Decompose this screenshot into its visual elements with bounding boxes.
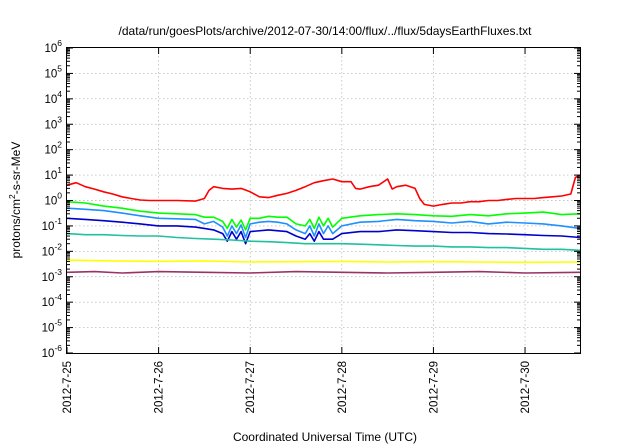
y-tick-label: 10-4 bbox=[42, 292, 63, 309]
y-tick-label: 101 bbox=[44, 165, 62, 182]
series-group bbox=[66, 174, 581, 274]
y-tick-label: 100 bbox=[44, 191, 62, 208]
y-tick-label: 102 bbox=[44, 140, 62, 157]
y-tick-label: 104 bbox=[44, 89, 62, 106]
y-tick-label: 105 bbox=[44, 63, 62, 80]
series-line-2 bbox=[66, 200, 581, 231]
y-axis-label: protons/cm2-s-sr-MeV bbox=[7, 142, 23, 259]
y-axis-label-tail: -s-sr-MeV bbox=[9, 142, 23, 195]
x-axis-label: Coordinated Universal Time (UTC) bbox=[233, 430, 417, 444]
y-axis-label-main: protons/cm bbox=[9, 199, 23, 258]
series-line-5 bbox=[66, 232, 581, 252]
series-line-3 bbox=[66, 207, 581, 239]
plot-frame bbox=[66, 47, 581, 354]
x-tick-label: 2012-7-30 bbox=[520, 361, 532, 413]
series-line-7 bbox=[66, 270, 581, 274]
x-tick-label: 2012-7-26 bbox=[154, 361, 166, 413]
series-line-4 bbox=[66, 217, 581, 245]
x-tick-label: 2012-7-28 bbox=[337, 361, 349, 413]
y-axis-ticks: 10-6 10-5 10-4 10-3 10-2 10-1 100 101 102 103 104 1… bbox=[42, 38, 580, 360]
x-tick-label: 2012-7-29 bbox=[428, 361, 440, 413]
chart-title: /data/run/goesPlots/archive/2012-07-30/1… bbox=[119, 24, 533, 38]
series-line-6 bbox=[66, 259, 581, 264]
y-tick-label: 10-1 bbox=[42, 216, 63, 233]
y-axis-label-sup: 2 bbox=[7, 194, 17, 199]
x-axis-ticks: 2012-7-25 2012-7-26 2012-7-27 2012-7-28 2012… bbox=[62, 48, 532, 413]
y-tick-label: 103 bbox=[44, 114, 62, 131]
x-tick-label: 2012-7-25 bbox=[62, 361, 74, 413]
series-line-1 bbox=[66, 174, 581, 207]
y-tick-label: 10-3 bbox=[42, 267, 63, 284]
y-tick-label: 10-6 bbox=[42, 343, 63, 360]
x-tick-label: 2012-7-27 bbox=[245, 361, 257, 413]
y-tick-label: 10-2 bbox=[42, 241, 63, 258]
y-tick-label: 106 bbox=[44, 38, 62, 55]
y-tick-label: 10-5 bbox=[42, 318, 63, 335]
